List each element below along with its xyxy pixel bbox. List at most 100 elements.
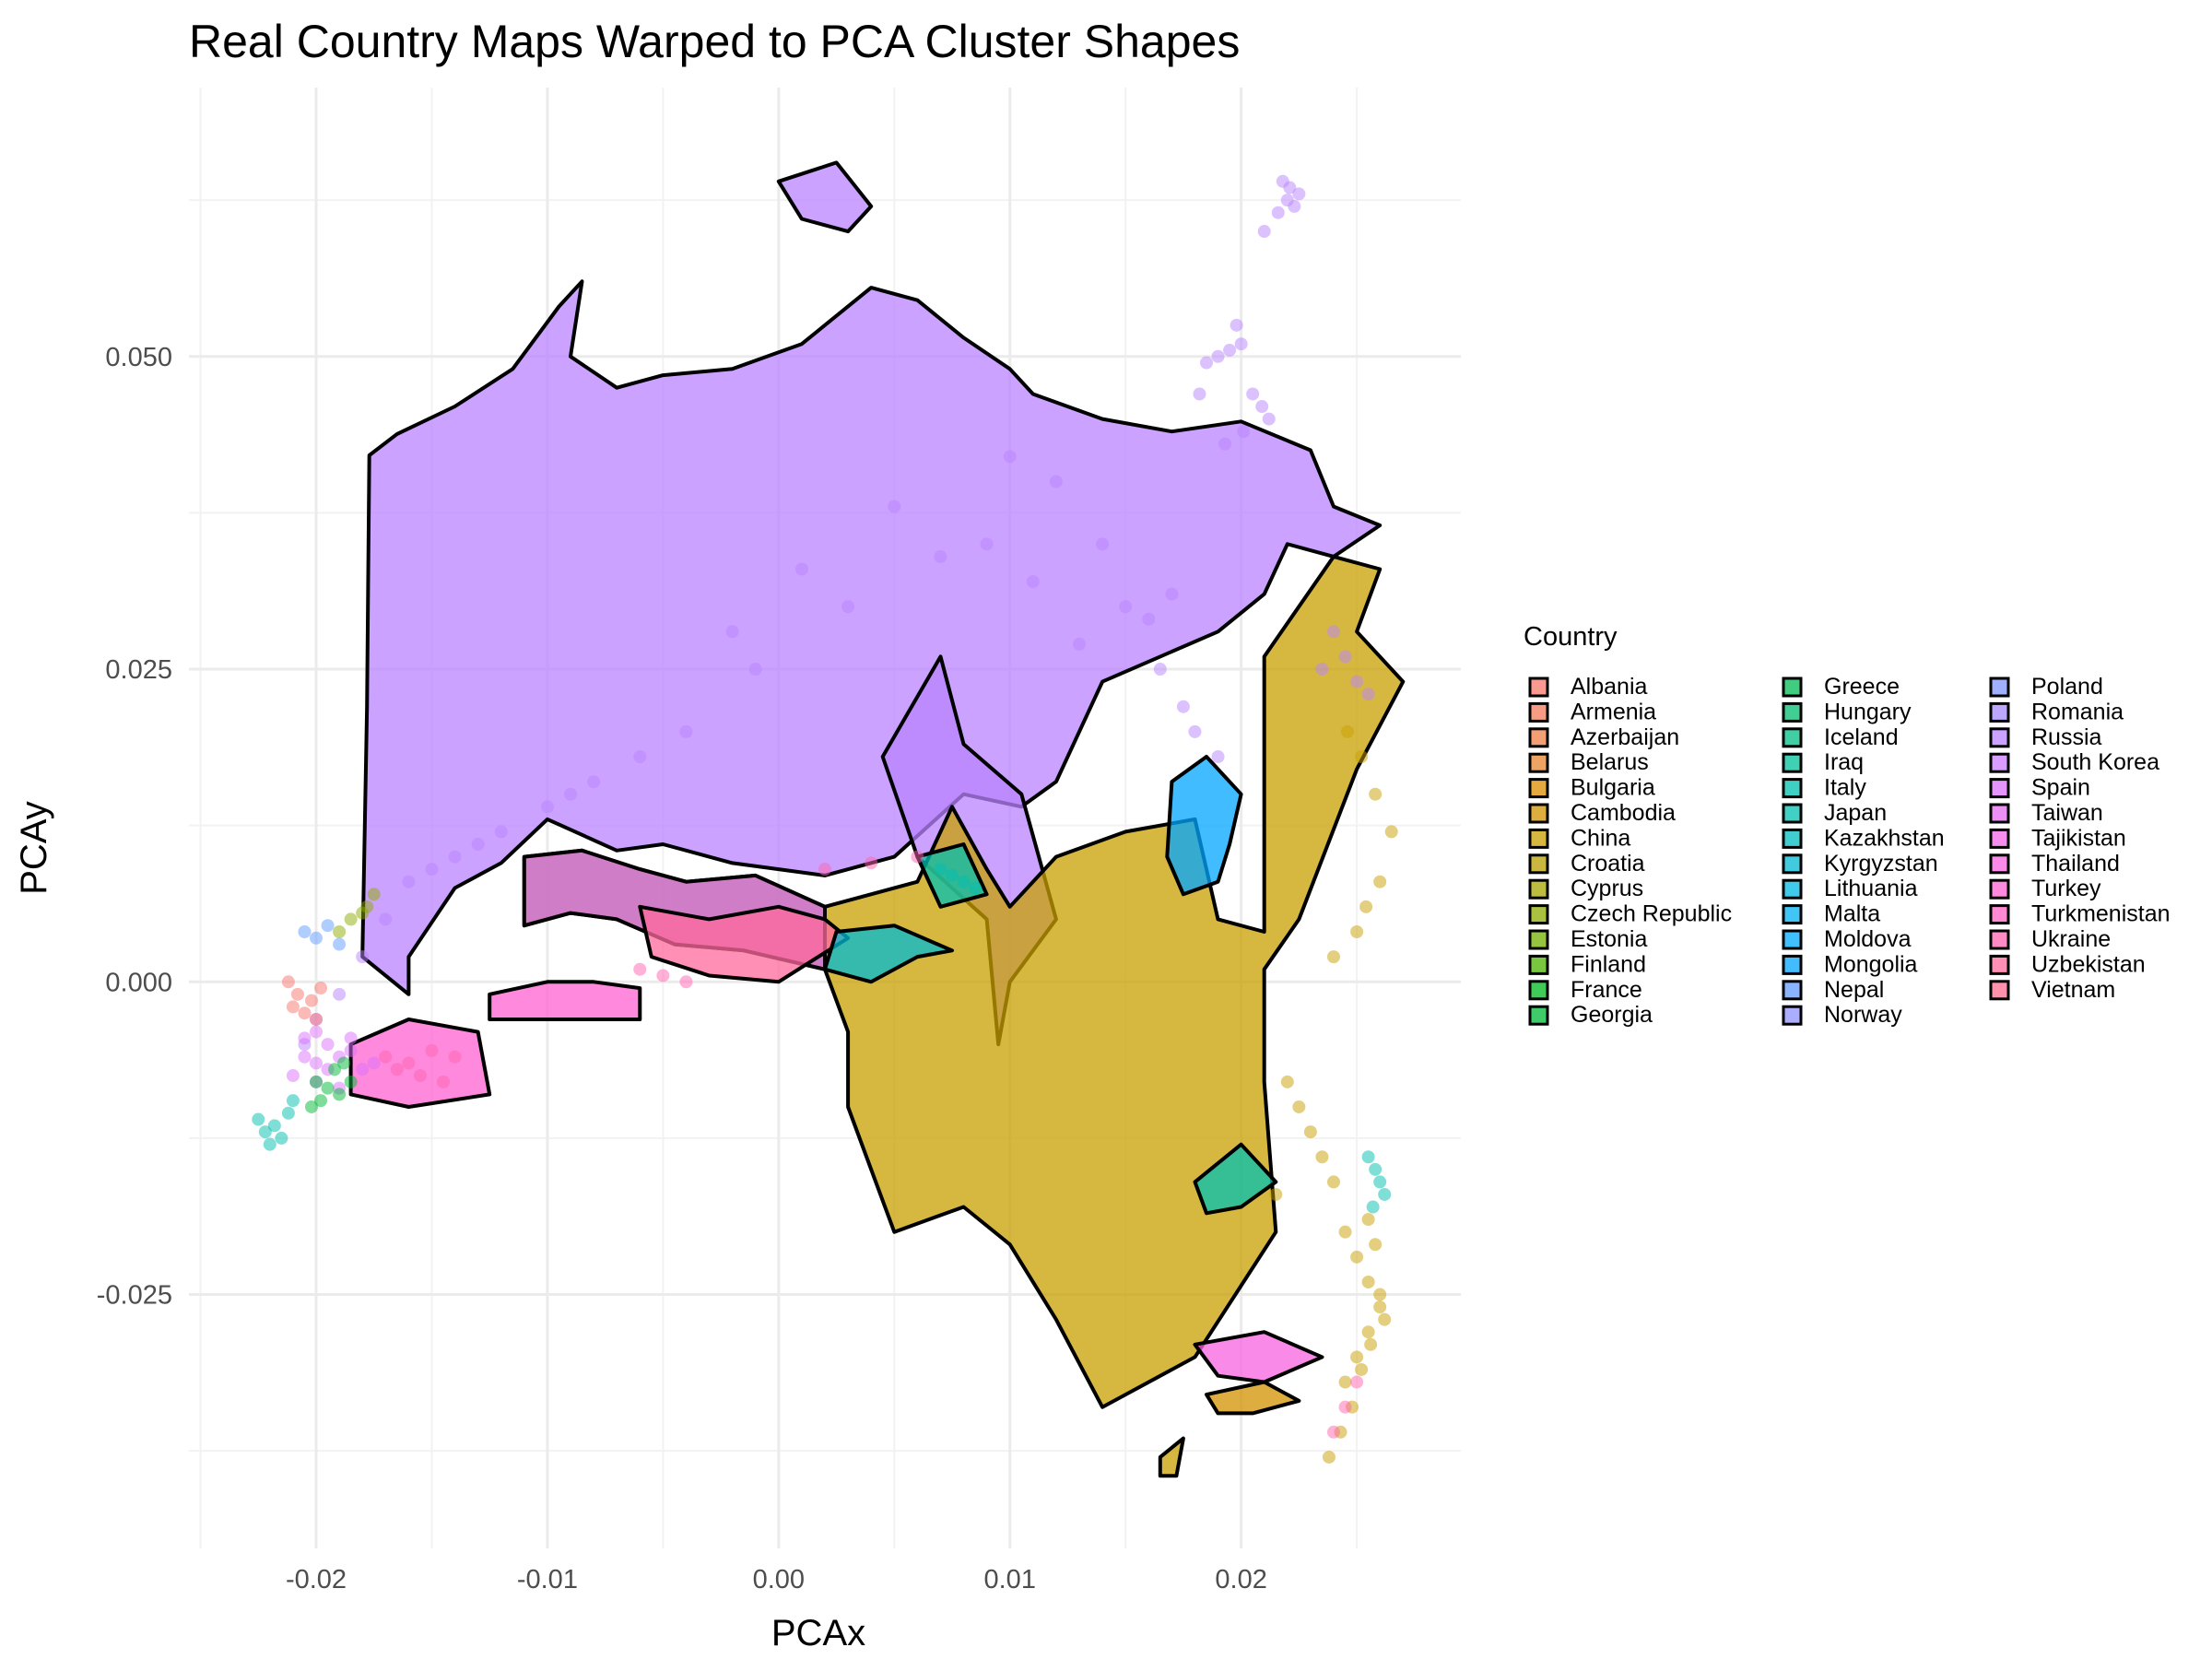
point-albania (310, 1012, 323, 1026)
legend-label: Finland (1571, 951, 1646, 977)
point-spain (344, 1043, 358, 1057)
legend-key (1989, 853, 2010, 875)
point-china (1350, 1350, 1364, 1364)
point-ukraine (413, 1069, 427, 1083)
point-china (1369, 787, 1382, 801)
legend-key (1782, 878, 1803, 900)
legend-label: Azerbaijan (1571, 724, 1679, 750)
point-nepal (310, 931, 323, 945)
point-china (1338, 1375, 1352, 1389)
point-china (1361, 1325, 1375, 1339)
legend-key (1989, 701, 2010, 723)
legend-key (1782, 803, 1803, 824)
point-russia (725, 625, 739, 639)
legend-key (1528, 853, 1549, 875)
legend-key (1989, 778, 2010, 799)
point-china (1373, 875, 1387, 888)
legend-key (1782, 701, 1803, 723)
legend-label: Greece (1824, 674, 1900, 700)
point-russia (1237, 425, 1251, 439)
point-china (1315, 1150, 1329, 1164)
legend-title: Country (1524, 622, 1618, 652)
legend-key (1782, 904, 1803, 925)
point-russia (1255, 400, 1269, 414)
point-russia (1153, 663, 1167, 677)
point-spain (344, 1031, 358, 1045)
legend-label: Malta (1824, 901, 1880, 927)
region-turkey (488, 980, 642, 1021)
legend-key (1989, 677, 2010, 698)
point-italy (263, 1137, 276, 1151)
point-ukraine (633, 962, 647, 976)
point-italy (1373, 1175, 1387, 1189)
legend-label: Spain (2031, 775, 2090, 801)
legend-key (1782, 853, 1803, 875)
region-russia (776, 160, 874, 234)
point-russia (1211, 349, 1225, 363)
point-china (1341, 724, 1355, 738)
point-russia (402, 875, 416, 888)
point-ukraine (425, 1043, 439, 1057)
legend-key (1782, 727, 1803, 748)
point-china (1322, 1450, 1335, 1464)
legend-key (1528, 878, 1549, 900)
y-tick-label: -0.025 (97, 1281, 172, 1311)
legend-key (1989, 929, 2010, 950)
y-tick-label: 0.025 (105, 655, 172, 685)
point-china (1327, 1175, 1340, 1189)
legend-label: Georgia (1571, 1002, 1653, 1028)
point-russia (1200, 356, 1213, 370)
legend-label: Uzbekistan (2031, 951, 2146, 977)
legend-key (1528, 677, 1549, 698)
legend-label: Japan (1824, 800, 1887, 826)
point-russia (934, 549, 947, 563)
point-russia (1073, 637, 1086, 651)
point-albania (298, 1006, 312, 1020)
point-ukraine (1327, 1425, 1340, 1439)
x-tick-label: 0.02 (1215, 1565, 1266, 1594)
legend-key (1528, 954, 1549, 975)
point-ukraine (1350, 1375, 1364, 1389)
point-georgia (321, 1081, 335, 1095)
point-china (1355, 750, 1369, 764)
legend-label: Hungary (1824, 699, 1912, 724)
point-ukraine (656, 969, 670, 982)
point-georgia (333, 1088, 347, 1101)
legend-key (1782, 778, 1803, 799)
legend-label: Turkey (2031, 876, 2101, 901)
point-italy (258, 1125, 272, 1139)
point-russia (1327, 625, 1340, 639)
point-russia (1262, 412, 1276, 426)
point-china (1327, 950, 1340, 964)
point-georgia (337, 1056, 351, 1070)
point-italy (252, 1112, 265, 1126)
x-tick-label: -0.01 (517, 1565, 578, 1594)
point-china (1359, 900, 1373, 913)
point-albania (286, 1000, 300, 1014)
legend-key (1989, 954, 2010, 975)
point-russia (1218, 437, 1232, 451)
legend-label: Turkmenistan (2031, 901, 2171, 927)
point-china (1355, 1362, 1369, 1376)
point-ukraine (818, 863, 831, 877)
legend-key (1989, 904, 2010, 925)
point-nepal (333, 937, 347, 951)
point-italy (1369, 1162, 1382, 1176)
x-tick-label: -0.02 (286, 1565, 347, 1594)
point-spain (298, 1031, 312, 1045)
point-ukraine (911, 850, 924, 864)
region-layer (348, 160, 1406, 1478)
legend-key (1528, 1005, 1549, 1026)
point-georgia (328, 1063, 342, 1077)
legend-label: Albania (1571, 674, 1647, 700)
legend-key (1782, 954, 1803, 975)
point-china (1350, 1250, 1364, 1264)
point-russia (1096, 537, 1110, 551)
point-russia (748, 663, 762, 677)
legend-label: Iraq (1824, 749, 1864, 775)
legend-label: Lithuania (1824, 876, 1918, 901)
legend-key (1989, 878, 2010, 900)
point-italy (1378, 1187, 1392, 1201)
point-russia (1283, 181, 1297, 194)
point-ukraine (448, 1050, 462, 1064)
